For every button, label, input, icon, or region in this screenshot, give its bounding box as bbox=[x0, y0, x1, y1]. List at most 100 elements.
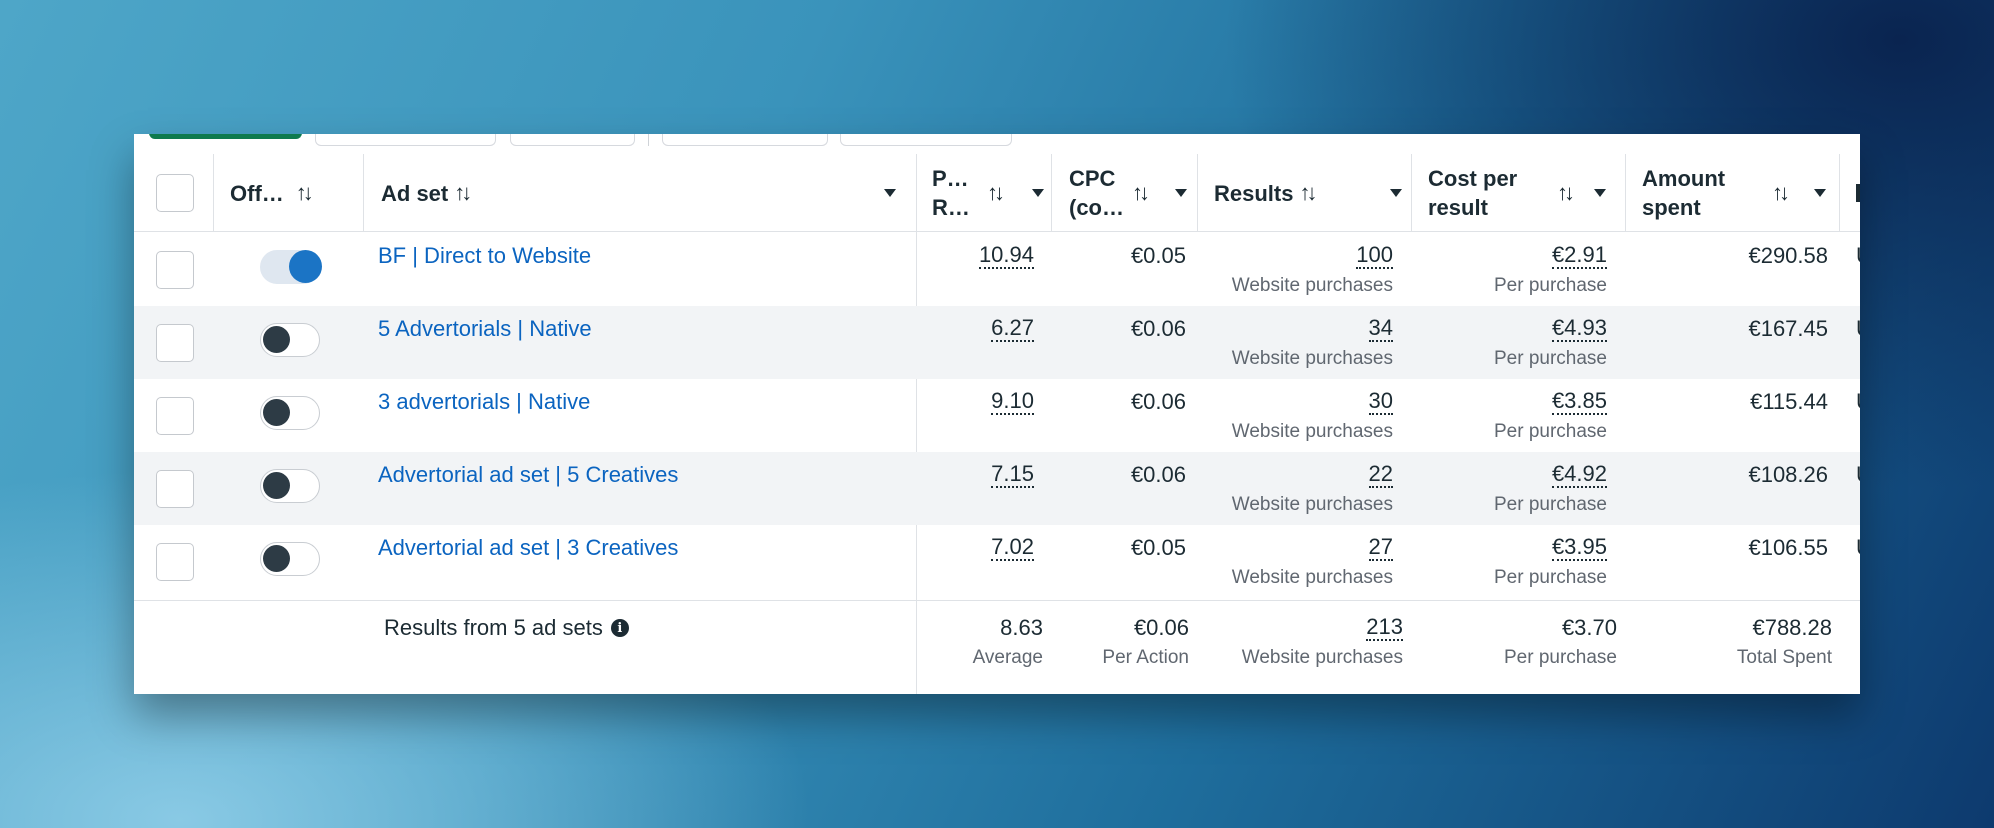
results-value[interactable]: 30 bbox=[1368, 388, 1393, 415]
table-row[interactable]: Advertorial ad set | 3 Creatives 7.02 €0… bbox=[134, 525, 1860, 598]
adset-name-link[interactable]: Advertorial ad set | 3 Creatives bbox=[378, 535, 679, 560]
cpc-value: €0.05 bbox=[1130, 535, 1186, 560]
on-off-toggle[interactable] bbox=[260, 542, 320, 576]
ads-manager-window: Off… ↑↓ Ad set ↑↓ P… R… ↑↓ CPC (co… ↑↓ Res… bbox=[134, 134, 1860, 694]
table-row[interactable]: 5 Advertorials | Native 6.27 €0.06 34 We… bbox=[134, 306, 1860, 379]
toolbar bbox=[134, 134, 1860, 154]
row-checkbox[interactable] bbox=[156, 324, 194, 362]
amount-spent-value: €167.45 bbox=[1748, 316, 1828, 341]
chevron-down-icon[interactable] bbox=[1390, 189, 1402, 197]
table-row[interactable]: 3 advertorials | Native 9.10 €0.06 30 We… bbox=[134, 379, 1860, 452]
results-value[interactable]: 100 bbox=[1356, 242, 1393, 269]
toggle-knob bbox=[289, 250, 322, 283]
sort-icon[interactable]: ↑↓ bbox=[1772, 180, 1790, 205]
column-header-p[interactable]: P… R… ↑↓ bbox=[932, 154, 1052, 232]
p-value[interactable]: 7.02 bbox=[991, 534, 1034, 561]
summary-cpc-value: €0.06 bbox=[1133, 615, 1189, 640]
cost-per-result-value[interactable]: €3.85 bbox=[1551, 388, 1607, 415]
column-header-results[interactable]: Results ↑↓ bbox=[1214, 154, 1414, 232]
on-off-toggle[interactable] bbox=[260, 323, 320, 357]
results-sub: Website purchases bbox=[1231, 275, 1393, 296]
table-row[interactable]: BF | Direct to Website 10.94 €0.05 100 W… bbox=[134, 233, 1860, 306]
adset-name-link[interactable]: 3 advertorials | Native bbox=[378, 389, 591, 414]
toggle-knob bbox=[263, 326, 290, 353]
next-column-header-edge bbox=[1856, 184, 1860, 202]
sort-icon[interactable]: ↑↓ bbox=[1132, 180, 1150, 205]
column-header-off[interactable]: Off… ↑↓ bbox=[230, 180, 314, 206]
sort-icon[interactable]: ↑↓ bbox=[987, 180, 1005, 205]
column-header-cpc[interactable]: CPC (co… ↑↓ bbox=[1069, 154, 1199, 232]
cost-per-result-value[interactable]: €4.93 bbox=[1551, 315, 1607, 342]
clipped-cell-text: U bbox=[1856, 389, 1860, 415]
p-value[interactable]: 6.27 bbox=[991, 315, 1034, 342]
summary-amount-spent-sub: Total Spent bbox=[1736, 647, 1832, 668]
adset-name-link[interactable]: BF | Direct to Website bbox=[378, 243, 592, 268]
p-value[interactable]: 9.10 bbox=[991, 388, 1034, 415]
results-sub: Website purchases bbox=[1231, 348, 1393, 369]
results-value[interactable]: 22 bbox=[1368, 461, 1393, 488]
column-header-adset[interactable]: Ad set ↑↓ bbox=[381, 154, 911, 232]
summary-cpc-sub: Per Action bbox=[1102, 647, 1189, 668]
adset-name-link[interactable]: 5 Advertorials | Native bbox=[378, 316, 592, 341]
p-value[interactable]: 7.15 bbox=[991, 461, 1034, 488]
toolbar-button-1[interactable] bbox=[315, 134, 496, 146]
on-off-toggle[interactable] bbox=[260, 250, 322, 284]
sort-icon[interactable]: ↑↓ bbox=[1557, 180, 1575, 205]
cost-per-result-sub: Per purchase bbox=[1493, 567, 1607, 588]
summary-p-value: 8.63 bbox=[1000, 615, 1043, 640]
adset-name-link[interactable]: Advertorial ad set | 5 Creatives bbox=[378, 462, 679, 487]
toolbar-button-3[interactable] bbox=[662, 134, 828, 146]
toggle-knob bbox=[263, 472, 290, 499]
cost-per-result-sub: Per purchase bbox=[1493, 348, 1607, 369]
chevron-down-icon[interactable] bbox=[1175, 189, 1187, 197]
toolbar-button-4[interactable] bbox=[840, 134, 1012, 146]
amount-spent-value: €290.58 bbox=[1748, 243, 1828, 268]
sort-icon[interactable]: ↑↓ bbox=[295, 180, 314, 205]
cost-per-result-value[interactable]: €4.92 bbox=[1551, 461, 1607, 488]
results-value[interactable]: 34 bbox=[1368, 315, 1393, 342]
sort-icon[interactable]: ↑↓ bbox=[1299, 180, 1317, 205]
on-off-toggle[interactable] bbox=[260, 469, 320, 503]
row-checkbox[interactable] bbox=[156, 397, 194, 435]
p-value[interactable]: 10.94 bbox=[978, 242, 1034, 269]
on-off-toggle[interactable] bbox=[260, 396, 320, 430]
table-header: Off… ↑↓ Ad set ↑↓ P… R… ↑↓ CPC (co… ↑↓ Res… bbox=[134, 154, 1860, 232]
column-header-amount-spent[interactable]: Amount spent ↑↓ bbox=[1642, 154, 1842, 232]
table-row[interactable]: Advertorial ad set | 5 Creatives 7.15 €0… bbox=[134, 452, 1860, 525]
cost-per-result-value[interactable]: €3.95 bbox=[1551, 534, 1607, 561]
clipped-cell-text: U bbox=[1856, 243, 1860, 269]
toggle-knob bbox=[263, 399, 290, 426]
toggle-knob bbox=[263, 545, 290, 572]
select-all-checkbox[interactable] bbox=[156, 174, 194, 212]
chevron-down-icon[interactable] bbox=[1032, 189, 1044, 197]
cost-per-result-value[interactable]: €2.91 bbox=[1551, 242, 1607, 269]
results-sub: Website purchases bbox=[1231, 567, 1393, 588]
clipped-cell-text: U bbox=[1856, 535, 1860, 561]
summary-results-sub: Website purchases bbox=[1241, 647, 1403, 668]
summary-results-value[interactable]: 213 bbox=[1366, 614, 1403, 641]
chevron-down-icon[interactable] bbox=[1814, 189, 1826, 197]
row-checkbox[interactable] bbox=[156, 251, 194, 289]
info-icon[interactable]: i bbox=[610, 619, 629, 637]
cost-per-result-sub: Per purchase bbox=[1493, 275, 1607, 296]
summary-cost-per-result-value: €3.70 bbox=[1561, 615, 1617, 640]
summary-cost-per-result-sub: Per purchase bbox=[1503, 647, 1617, 668]
summary-row: Results from 5 ad sets i 8.63 Average €0… bbox=[134, 600, 1860, 694]
chevron-down-icon[interactable] bbox=[1594, 189, 1606, 197]
column-header-cost-per-result[interactable]: Cost per result ↑↓ bbox=[1428, 154, 1628, 232]
create-button[interactable] bbox=[149, 134, 302, 139]
cpc-value: €0.06 bbox=[1130, 316, 1186, 341]
summary-amount-spent-value: €788.28 bbox=[1752, 615, 1832, 640]
clipped-cell-text: U bbox=[1856, 316, 1860, 342]
row-checkbox[interactable] bbox=[156, 470, 194, 508]
toolbar-button-2[interactable] bbox=[510, 134, 635, 146]
sort-icon[interactable]: ↑↓ bbox=[454, 180, 472, 205]
cpc-value: €0.06 bbox=[1130, 462, 1186, 487]
row-checkbox[interactable] bbox=[156, 543, 194, 581]
chevron-down-icon[interactable] bbox=[884, 189, 896, 197]
results-value[interactable]: 27 bbox=[1368, 534, 1393, 561]
results-sub: Website purchases bbox=[1231, 494, 1393, 515]
amount-spent-value: €106.55 bbox=[1748, 535, 1828, 560]
clipped-cell-text: U bbox=[1856, 462, 1860, 488]
summary-p-sub: Average bbox=[972, 647, 1043, 668]
